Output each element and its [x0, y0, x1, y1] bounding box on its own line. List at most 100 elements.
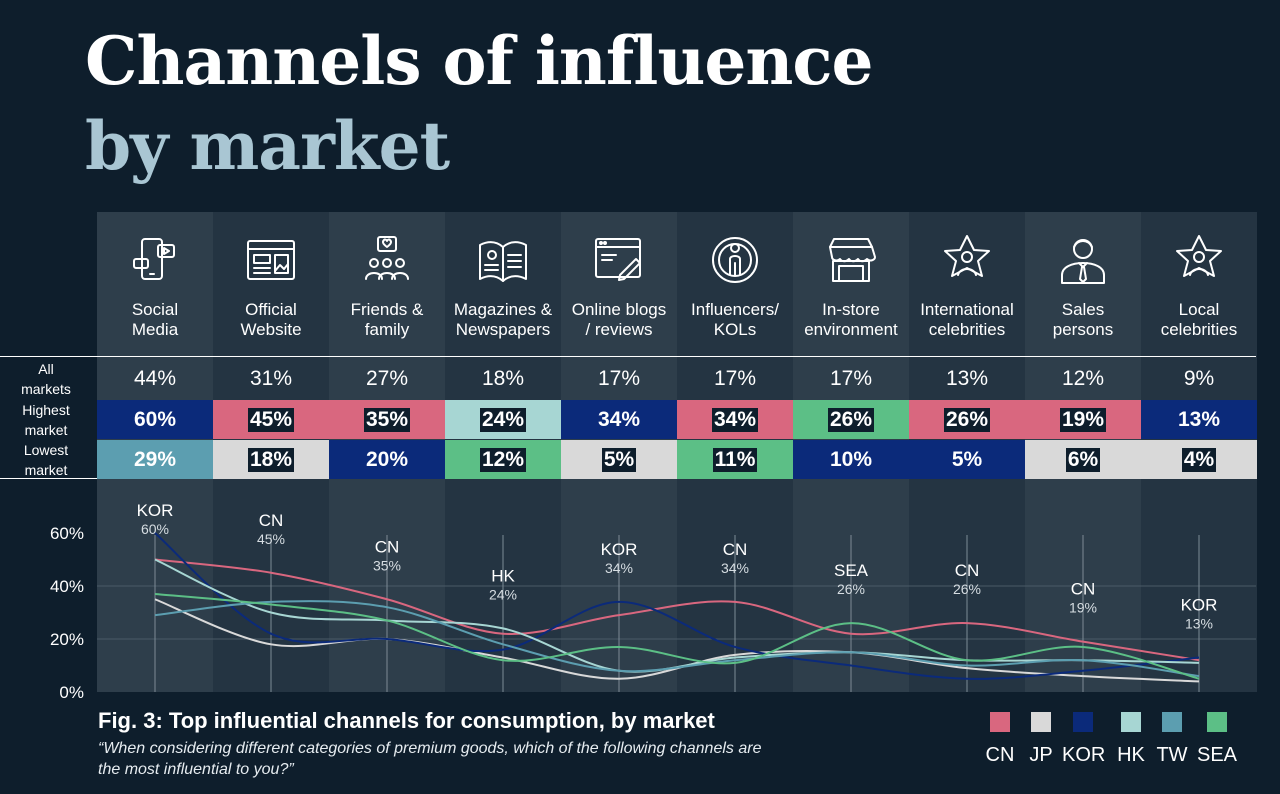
lowest-market-cell: 18%: [213, 440, 329, 479]
all-markets-value: 9%: [1183, 367, 1215, 390]
peak-value-label: 60%: [141, 521, 169, 537]
highest-market-value: 45%: [247, 407, 295, 432]
lowest-market-value: 20%: [365, 447, 409, 471]
legend-swatch: [1031, 712, 1051, 732]
y-tick-20: 20%: [49, 630, 84, 649]
page-title: Channels of influence: [85, 22, 873, 100]
peak-market-label: CN: [1071, 580, 1096, 599]
social-media-icon: [97, 230, 213, 290]
lowest-market-cell: 20%: [329, 440, 445, 479]
highest-market-value: 60%: [133, 407, 177, 431]
peak-market-label: SEA: [834, 561, 869, 580]
legend-swatch: [990, 712, 1010, 732]
channel-label: Influencers/ KOLs: [691, 300, 779, 339]
store-icon: [793, 230, 909, 290]
all-markets-cell: 31%: [213, 359, 329, 399]
legend-item-jp: JP: [1020, 712, 1062, 767]
highest-market-value: 19%: [1059, 407, 1107, 432]
peak-market-label: KOR: [1181, 596, 1218, 615]
peak-value-label: 34%: [721, 560, 749, 576]
lowest-market-value: 10%: [829, 447, 873, 471]
figure-title: Fig. 3: Top influential channels for con…: [98, 708, 715, 733]
lowest-market-value: 5%: [951, 447, 983, 471]
lowest-market-value: 12%: [479, 447, 527, 472]
channel-label: In-store environment: [804, 300, 898, 339]
highest-market-value: 35%: [363, 407, 411, 432]
peak-market-label: KOR: [601, 540, 638, 559]
lowest-market-value: 29%: [133, 447, 177, 471]
highest-market-cell: 45%: [213, 400, 329, 439]
series-line-kor: [154, 532, 1200, 680]
legend-swatch: [1121, 712, 1141, 732]
peak-value-label: 26%: [837, 581, 865, 597]
highest-market-value: 24%: [479, 407, 527, 432]
star-person-icon: [909, 230, 1025, 290]
highest-market-cell: 34%: [677, 400, 793, 439]
all-markets-value: 12%: [1061, 367, 1105, 390]
legend-item-hk: HK: [1110, 712, 1152, 767]
legend-label: TW: [1156, 744, 1188, 766]
magazine-icon: [445, 230, 561, 290]
series-line-jp: [154, 598, 1200, 683]
channel-label: Official Website: [240, 300, 302, 339]
lowest-market-value: 4%: [1181, 447, 1217, 472]
y-tick-0: 0%: [59, 683, 84, 702]
peak-market-label: CN: [375, 537, 400, 556]
legend-item-tw: TW: [1151, 712, 1193, 767]
highest-market-value: 26%: [827, 407, 875, 432]
peak-market-label: CN: [259, 511, 284, 530]
y-tick-60: 60%: [49, 524, 84, 543]
lowest-market-cell: 6%: [1025, 440, 1141, 479]
peak-market-label: KOR: [137, 501, 174, 520]
all-markets-cell: 17%: [561, 359, 677, 399]
lowest-market-cell: 5%: [561, 440, 677, 479]
lowest-market-value: 18%: [247, 447, 295, 472]
peak-value-label: 26%: [953, 581, 981, 597]
peak-value-label: 45%: [257, 531, 285, 547]
highest-market-cell: 26%: [909, 400, 1025, 439]
divider-top: [0, 356, 1256, 357]
y-tick-40: 40%: [49, 577, 84, 596]
channel-label: Magazines & Newspapers: [453, 300, 553, 339]
legend-label: JP: [1029, 744, 1053, 766]
highest-market-cell: 24%: [445, 400, 561, 439]
all-markets-value: 17%: [597, 367, 641, 390]
all-markets-cell: 17%: [677, 359, 793, 399]
peak-value-label: 19%: [1069, 600, 1097, 616]
highest-market-cell: 34%: [561, 400, 677, 439]
lowest-market-cell: 29%: [97, 440, 213, 479]
channel-label: Social Media: [131, 300, 179, 339]
lowest-market-cell: 11%: [677, 440, 793, 479]
all-markets-value: 13%: [945, 367, 989, 390]
all-markets-cell: 18%: [445, 359, 561, 399]
row-label-highest: Highest market: [22, 402, 70, 438]
legend-item-sea: SEA: [1196, 712, 1238, 767]
figure-subtitle: “When considering different categories o…: [98, 740, 762, 778]
series-line-hk: [154, 558, 1200, 673]
channel-label: Online blogs / reviews: [571, 300, 667, 339]
all-markets-cell: 9%: [1141, 359, 1257, 399]
lowest-market-cell: 12%: [445, 440, 561, 479]
website-icon: [213, 230, 329, 290]
star-person-icon: [1141, 230, 1257, 290]
legend-label: KOR: [1062, 744, 1106, 766]
blog-icon: [561, 230, 677, 290]
all-markets-value: 31%: [249, 367, 293, 390]
lowest-market-value: 6%: [1065, 447, 1101, 472]
row-label-lowest: Lowest market: [23, 442, 69, 478]
highest-market-cell: 35%: [329, 400, 445, 439]
highest-market-value: 34%: [711, 407, 759, 432]
highest-market-cell: 19%: [1025, 400, 1141, 439]
highest-market-cell: 13%: [1141, 400, 1257, 439]
legend-swatch: [1162, 712, 1182, 732]
lowest-market-cell: 4%: [1141, 440, 1257, 479]
lowest-market-value: 5%: [601, 447, 637, 472]
salesperson-icon: [1025, 230, 1141, 290]
all-markets-cell: 13%: [909, 359, 1025, 399]
channel-label: Sales persons: [1052, 300, 1114, 339]
highest-market-value: 13%: [1177, 407, 1221, 431]
legend-item-cn: CN: [979, 712, 1021, 767]
series-line-tw: [154, 600, 1200, 678]
peak-value-label: 34%: [605, 560, 633, 576]
